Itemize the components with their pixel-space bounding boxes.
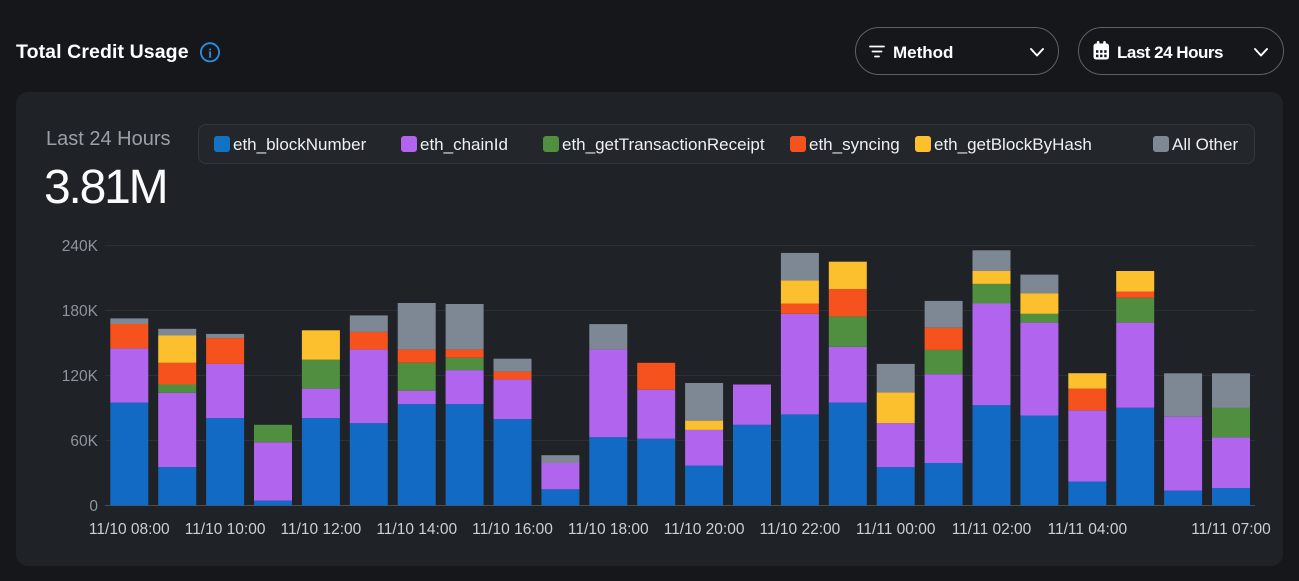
svg-text:11/10 18:00: 11/10 18:00 (568, 521, 649, 538)
svg-text:11/10 16:00: 11/10 16:00 (472, 521, 553, 538)
svg-text:11/10 08:00: 11/10 08:00 (89, 521, 170, 538)
svg-text:11/11 07:00: 11/11 07:00 (1191, 521, 1271, 538)
svg-text:11/11 04:00: 11/11 04:00 (1048, 521, 1128, 538)
svg-text:240K: 240K (62, 238, 99, 255)
svg-text:Method: Method (893, 43, 953, 62)
svg-text:11/10 22:00: 11/10 22:00 (760, 521, 841, 538)
svg-text:11/10 10:00: 11/10 10:00 (185, 521, 266, 538)
svg-text:11/11 00:00: 11/11 00:00 (856, 521, 936, 538)
svg-text:Last 24 Hours: Last 24 Hours (1117, 43, 1223, 62)
svg-text:11/10 12:00: 11/10 12:00 (281, 521, 362, 538)
svg-text:11/11 02:00: 11/11 02:00 (952, 521, 1032, 538)
svg-text:i: i (208, 46, 212, 61)
svg-text:180K: 180K (62, 303, 99, 320)
svg-text:120K: 120K (62, 368, 99, 385)
svg-text:11/10 20:00: 11/10 20:00 (664, 521, 745, 538)
svg-text:60K: 60K (70, 433, 98, 450)
svg-text:11/10 14:00: 11/10 14:00 (376, 521, 457, 538)
svg-text:0: 0 (89, 498, 98, 515)
